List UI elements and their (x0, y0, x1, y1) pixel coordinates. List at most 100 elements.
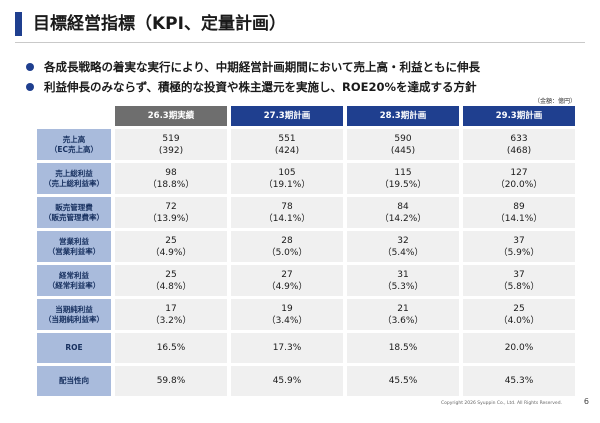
value-sub: （13.9%） (147, 213, 195, 224)
value-sub: (468) (506, 145, 532, 156)
value-cell: 89 （14.1%） (463, 197, 575, 228)
row-label-line: 当期純利益 (55, 304, 93, 314)
value-cell: 16.5% (115, 333, 227, 363)
value-cell: 72 （13.9%） (115, 197, 227, 228)
value-main: 28 (281, 235, 293, 246)
value-sub: (424) (274, 145, 300, 156)
value-cell: 633 (468) (463, 129, 575, 160)
header-corner (37, 106, 111, 126)
value-sub: （14.1%） (495, 213, 543, 224)
value-main: 37 (513, 235, 525, 246)
value-main: 45.3% (504, 376, 534, 386)
value-cell: 45.9% (231, 366, 343, 396)
row-label-line: 売上総利益 (55, 168, 93, 178)
value-cell: 551 (424) (231, 129, 343, 160)
value-main: 84 (397, 201, 409, 212)
value-cell: 25 （4.9%） (115, 231, 227, 262)
value-main: 17 (165, 303, 177, 314)
bullet-item: 各成長戦略の着実な実行により、中期経営計画期間において売上高・利益ともに伸長 (26, 57, 480, 77)
value-cell: 31 （5.3%） (347, 265, 459, 296)
column-header-plan: 29.3期計画 (463, 106, 575, 126)
value-main: 519 (162, 133, 180, 144)
row-label-line: 売上高 (62, 134, 86, 144)
value-main: 115 (394, 167, 412, 178)
copyright-footer: Copyright 2026 Syuppin Co., Ltd. All Rig… (440, 401, 562, 406)
value-cell: 127 （20.0%） (463, 163, 575, 194)
value-sub: （4.0%） (498, 315, 540, 326)
row-label-line: 経常利益 (59, 270, 89, 280)
value-cell: 28 （5.0%） (231, 231, 343, 262)
row-label-line: （経常利益率） (47, 280, 101, 290)
row-label-line: （販売管理費率） (44, 212, 104, 222)
value-main: 633 (510, 133, 528, 144)
value-sub: （20.0%） (495, 179, 543, 190)
row-label-line: （売上総利益率） (44, 178, 104, 188)
value-cell: 519 (392) (115, 129, 227, 160)
table-row: ROE 16.5% 17.3% 18.5% 20.0% (37, 333, 584, 363)
row-label: 配当性向 (37, 366, 111, 396)
value-main: 98 (165, 167, 177, 178)
value-cell: 115 （19.5%） (347, 163, 459, 194)
value-cell: 98 （18.8%） (115, 163, 227, 194)
value-main: 78 (281, 201, 293, 212)
value-sub: （5.0%） (266, 247, 308, 258)
value-cell: 45.5% (347, 366, 459, 396)
page-number: 6 (583, 397, 589, 406)
row-label-line: 配当性向 (59, 376, 89, 385)
value-main: 551 (278, 133, 296, 144)
value-cell: 17.3% (231, 333, 343, 363)
table-header-row: 26.3期実績 27.3期計画 28.3期計画 29.3期計画 (37, 106, 584, 126)
value-sub: （5.9%） (498, 247, 540, 258)
row-label: ROE (37, 333, 111, 363)
value-cell: 84 （14.2%） (347, 197, 459, 228)
row-label: 売上総利益 （売上総利益率） (37, 163, 111, 194)
value-main: 72 (165, 201, 177, 212)
value-main: 59.8% (156, 376, 186, 386)
column-header-plan: 27.3期計画 (231, 106, 343, 126)
row-label-line: 販売管理費 (55, 202, 93, 212)
row-label-line: （EC売上高） (49, 144, 99, 154)
column-header-actual: 26.3期実績 (115, 106, 227, 126)
value-sub: （4.8%） (150, 281, 192, 292)
row-label-line: ROE (65, 343, 83, 352)
value-cell: 25 （4.8%） (115, 265, 227, 296)
unit-note: （金額：億円） (533, 98, 576, 105)
value-main: 17.3% (272, 343, 302, 353)
row-label-line: 営業利益 (59, 236, 89, 246)
value-sub: （4.9%） (266, 281, 308, 292)
row-label: 売上高 （EC売上高） (37, 129, 111, 160)
value-main: 31 (397, 269, 409, 280)
value-sub: （3.6%） (382, 315, 424, 326)
value-sub: （14.1%） (263, 213, 311, 224)
row-label: 当期純利益 （当期純利益率） (37, 299, 111, 330)
kpi-table: 26.3期実績 27.3期計画 28.3期計画 29.3期計画 売上高 （EC売上… (37, 106, 584, 399)
value-main: 20.0% (504, 343, 534, 353)
value-cell: 37 （5.8%） (463, 265, 575, 296)
table-row: 経常利益 （経常利益率） 25 （4.8%） 27 （4.9%） 31 （5.3%） 37 （5.… (37, 265, 584, 296)
value-main: 21 (397, 303, 409, 314)
value-sub: （5.4%） (382, 247, 424, 258)
value-main: 32 (397, 235, 409, 246)
table-row: 売上高 （EC売上高） 519 (392) 551 (424) 590 (445) 633 (46… (37, 129, 584, 160)
table-body: 売上高 （EC売上高） 519 (392) 551 (424) 590 (445) 633 (46… (37, 129, 584, 396)
value-cell: 25 （4.0%） (463, 299, 575, 330)
value-main: 37 (513, 269, 525, 280)
table-row: 売上総利益 （売上総利益率） 98 （18.8%） 105 （19.1%） 115 （19.5… (37, 163, 584, 194)
value-cell: 59.8% (115, 366, 227, 396)
value-sub: (445) (390, 145, 416, 156)
value-cell: 32 （5.4%） (347, 231, 459, 262)
value-sub: （19.5%） (379, 179, 427, 190)
value-cell: 20.0% (463, 333, 575, 363)
value-sub: （5.8%） (498, 281, 540, 292)
value-main: 27 (281, 269, 293, 280)
table-row: 販売管理費 （販売管理費率） 72 （13.9%） 78 （14.1%） 84 （14.2%）… (37, 197, 584, 228)
value-main: 19 (281, 303, 293, 314)
value-sub: （4.9%） (150, 247, 192, 258)
value-sub: （5.3%） (382, 281, 424, 292)
value-main: 18.5% (388, 343, 418, 353)
column-header-plan: 28.3期計画 (347, 106, 459, 126)
value-cell: 27 （4.9%） (231, 265, 343, 296)
row-label: 経常利益 （経常利益率） (37, 265, 111, 296)
value-sub: （3.2%） (150, 315, 192, 326)
value-cell: 17 （3.2%） (115, 299, 227, 330)
